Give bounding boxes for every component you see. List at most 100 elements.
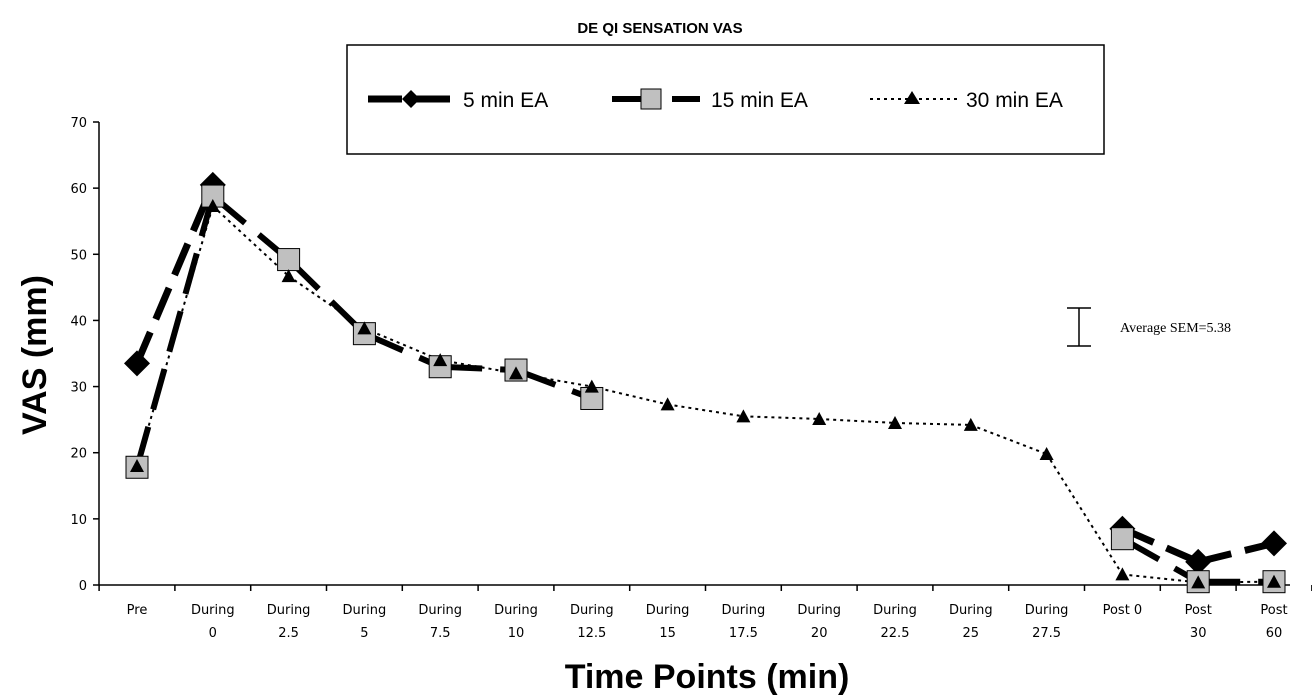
series-line-segment	[894, 421, 971, 426]
x-tick-label: 7.5	[430, 626, 451, 641]
legend-label-5min: 5 min EA	[463, 89, 548, 112]
data-point-triangle	[205, 199, 220, 213]
y-tick-label: 30	[70, 381, 87, 396]
x-tick-label: During	[570, 603, 614, 618]
y-tick-label: 10	[70, 513, 87, 528]
series-line-segment	[212, 205, 290, 277]
data-point-diamond	[1185, 548, 1212, 575]
legend-entry-5min: 5 min EA	[368, 89, 548, 112]
data-point-square	[1110, 527, 1134, 551]
x-tick-label: 20	[811, 626, 828, 641]
data-point-triangle	[660, 397, 675, 411]
x-tick-label: During	[873, 603, 917, 618]
legend-entry-30min: 30 min EA	[870, 89, 1063, 112]
series-line-segment	[288, 275, 365, 330]
series-line-segment	[970, 424, 1047, 455]
data-point-triangle	[1267, 574, 1281, 588]
data-point-square	[277, 248, 301, 272]
series-line-segment	[286, 257, 367, 336]
x-tick-label: During	[722, 603, 766, 618]
series-line-segment	[1122, 573, 1199, 584]
x-tick-label: 5	[360, 626, 368, 641]
y-tick-label: 60	[70, 182, 87, 197]
data-point-diamond	[1261, 530, 1287, 557]
legend-box	[346, 44, 1105, 155]
x-tick-label: 30	[1190, 626, 1207, 641]
x-tick-label: 0	[209, 626, 217, 641]
series-line-segment	[134, 195, 216, 469]
legend-label-30min: 30 min EA	[966, 89, 1063, 112]
x-tick-label: 22.5	[881, 626, 910, 641]
legend-marker-5min	[402, 90, 420, 108]
data-point-triangle	[509, 366, 523, 380]
series-line-segment	[440, 363, 517, 374]
sem-label: Average SEM=5.38	[1120, 321, 1231, 336]
x-tick-label: 10	[508, 626, 525, 641]
series-line-segment	[210, 193, 291, 262]
series-line-segment	[591, 385, 668, 406]
x-tick-label: During	[494, 603, 538, 618]
x-tick-label: 25	[963, 626, 980, 641]
series-line-segment	[515, 372, 592, 388]
legend: 5 min EA 15 min EA 30 min EA	[346, 44, 1105, 155]
y-tick-label: 0	[79, 579, 87, 594]
legend-label-15min: 15 min EA	[711, 89, 808, 112]
x-tick-label: During	[418, 603, 462, 618]
series-line-segment	[1120, 536, 1200, 585]
series-line-segment	[819, 417, 896, 424]
x-tick-label: During	[267, 603, 311, 618]
series-line-segment	[1197, 539, 1275, 566]
legend-marker-15min	[640, 88, 662, 110]
x-tick-label: Post	[1185, 603, 1212, 618]
data-point-diamond	[124, 350, 150, 377]
series-lines	[133, 183, 1275, 585]
data-point-triangle	[1039, 447, 1054, 461]
series-line-segment	[133, 183, 217, 365]
x-tick-label: Post	[1260, 603, 1287, 618]
x-tick-label: Pre	[127, 603, 148, 618]
data-point-triangle	[963, 417, 978, 431]
data-point-triangle	[736, 409, 751, 423]
sem-annotation: Average SEM=5.38	[1067, 307, 1231, 347]
data-point-triangle	[888, 415, 902, 429]
data-point-triangle	[357, 321, 372, 335]
x-tick-label: During	[343, 603, 387, 618]
series-markers	[124, 171, 1287, 594]
y-tick-label: 70	[70, 116, 87, 131]
series-line-segment	[743, 415, 820, 420]
x-tick-label: During	[646, 603, 690, 618]
chart-title: DE QI SENSATION VAS	[577, 20, 742, 37]
x-tick-label: 17.5	[729, 626, 758, 641]
data-point-triangle	[281, 269, 296, 283]
data-point-triangle	[130, 458, 144, 472]
data-point-triangle	[812, 411, 827, 425]
x-axis-title: Time Points (min)	[565, 658, 850, 696]
data-point-triangle	[1191, 575, 1206, 589]
data-point-triangle	[1115, 567, 1130, 581]
series-line-segment	[667, 403, 744, 418]
x-tick-label: During	[1025, 603, 1069, 618]
series-line-segment	[363, 330, 442, 370]
series-line-segment	[136, 205, 214, 467]
data-point-triangle	[584, 379, 599, 393]
x-tick-label: During	[949, 603, 993, 618]
x-tick-label: During	[797, 603, 841, 618]
y-tick-label: 40	[70, 314, 87, 329]
y-tick-label: 50	[70, 248, 87, 263]
x-tick-label: 60	[1266, 626, 1283, 641]
x-tick-label: 27.5	[1032, 626, 1061, 641]
x-tick-label: Post 0	[1103, 603, 1143, 618]
x-tick-label: 15	[659, 626, 676, 641]
x-tick-label: 12.5	[577, 626, 606, 641]
series-line-segment	[1045, 453, 1124, 575]
legend-entry-15min: 15 min EA	[612, 88, 808, 112]
series-line-segment	[440, 359, 517, 375]
data-point-triangle	[433, 353, 448, 367]
y-tick-label: 20	[70, 447, 87, 462]
x-axis: Pre During 0 During 2.5 During 5 During 7.5 Durin…	[98, 584, 1312, 641]
x-tick-label: During	[191, 603, 235, 618]
y-axis: 0 10 20 30 40 50 60 70	[70, 116, 100, 594]
series-line-segment	[1121, 525, 1200, 566]
series-line-segment	[514, 367, 593, 402]
